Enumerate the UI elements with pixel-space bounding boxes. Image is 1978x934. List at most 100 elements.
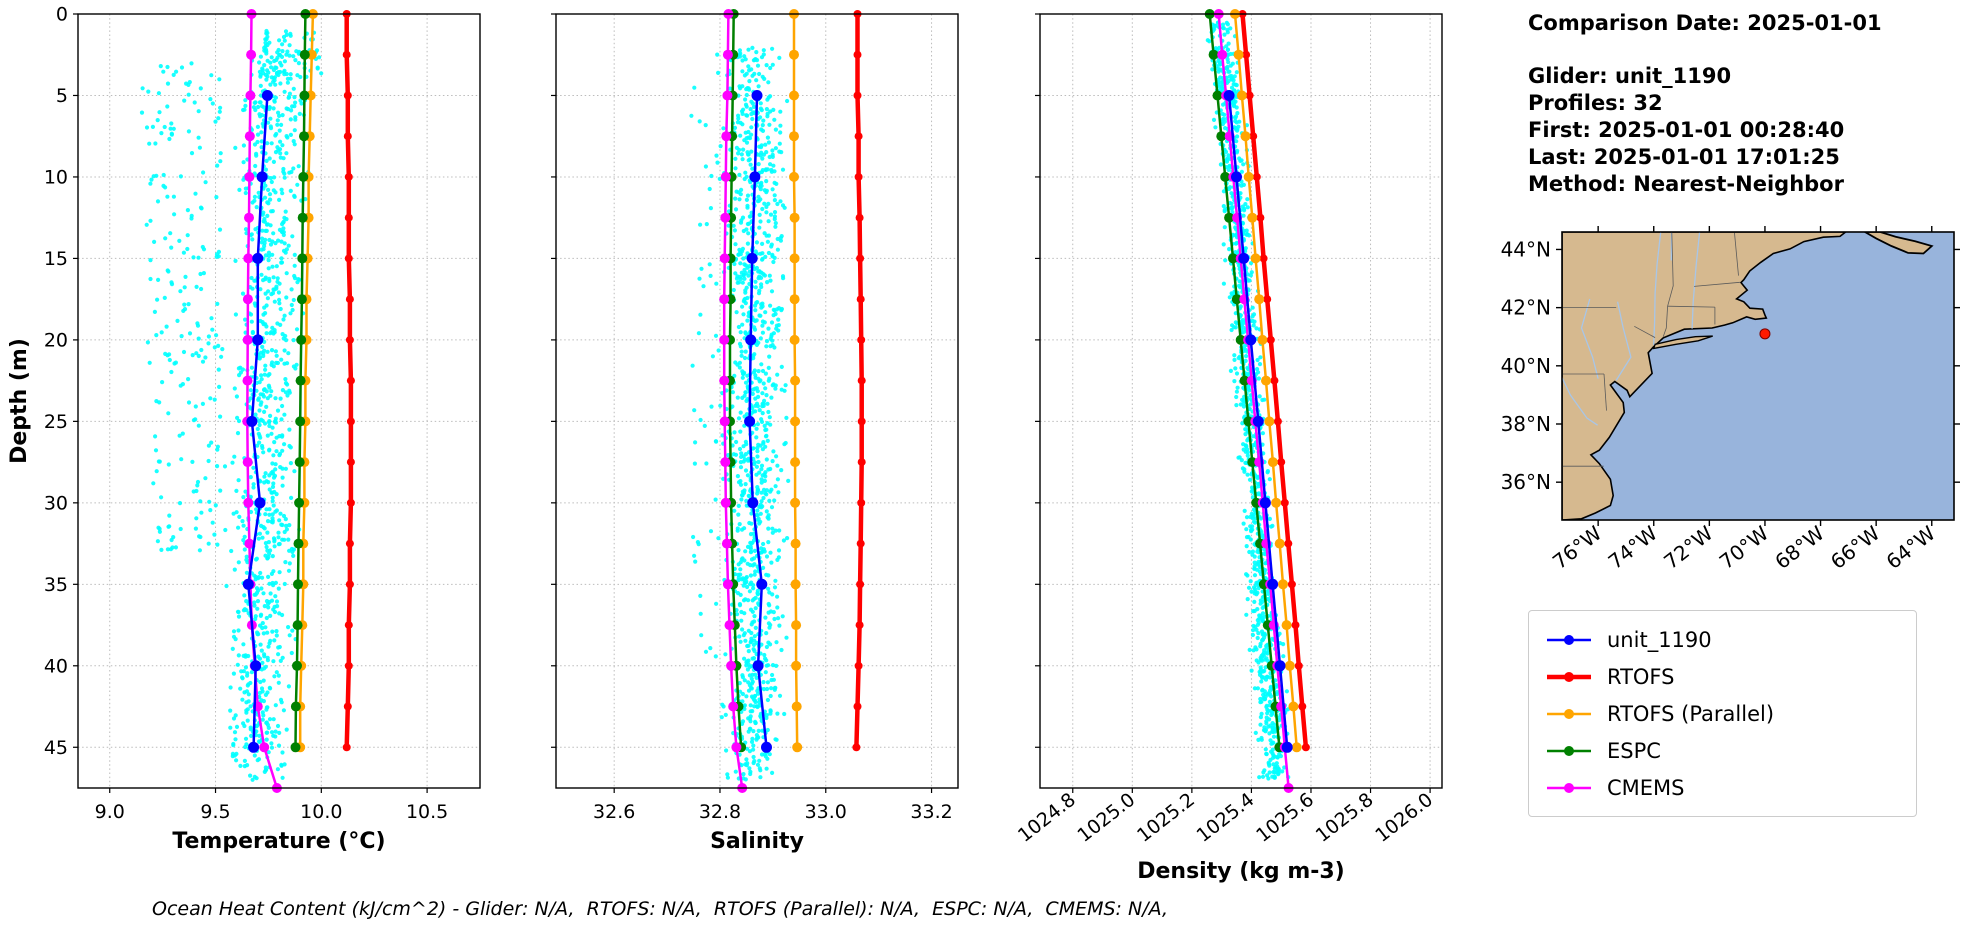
legend-line-sample xyxy=(1547,782,1591,793)
legend-label: unit_1190 xyxy=(1607,627,1712,652)
raw-salinity-scatter xyxy=(689,45,791,782)
legend: unit_1190 RTOFS RTOFS (Parallel) ESPC CMEMS xyxy=(1528,610,1917,817)
svg-text:30: 30 xyxy=(44,492,68,514)
rivers xyxy=(1562,232,1701,426)
coastline-nova-scotia xyxy=(1863,232,1934,255)
land xyxy=(1562,232,1934,520)
series-RTOFS (Parallel) xyxy=(789,9,803,753)
series-unit_1190 xyxy=(744,90,772,753)
svg-text:45: 45 xyxy=(44,737,68,759)
raw-temperature-scatter xyxy=(139,28,324,782)
svg-text:74°W: 74°W xyxy=(1604,521,1662,574)
density-panel: 1024.81025.01025.21025.41025.61025.81026… xyxy=(1014,9,1443,884)
svg-text:1025.0: 1025.0 xyxy=(1073,789,1139,847)
series-unit_1190 xyxy=(1223,90,1293,753)
svg-text:38°N: 38°N xyxy=(1501,412,1551,436)
svg-text:64°W: 64°W xyxy=(1882,521,1940,574)
svg-text:20: 20 xyxy=(44,329,68,351)
axes-frame xyxy=(1039,13,1443,789)
svg-text:1025.6: 1025.6 xyxy=(1252,789,1318,847)
series-RTOFS (Parallel) xyxy=(1230,9,1302,753)
legend-line-sample xyxy=(1547,745,1591,756)
svg-text:1025.8: 1025.8 xyxy=(1312,789,1378,847)
svg-text:10.5: 10.5 xyxy=(406,801,448,823)
legend-entry-espc: ESPC xyxy=(1545,732,1900,769)
series-RTOFS xyxy=(342,10,355,752)
svg-text:1026.0: 1026.0 xyxy=(1371,789,1437,847)
legend-line-sample xyxy=(1547,671,1591,682)
temperature-panel: 9.0 9.5 10.0 10.5 0 5 10 15 20 25 30 35 40 45 Temperat… xyxy=(7,4,481,854)
axes-frame xyxy=(77,13,481,789)
legend-label: RTOFS xyxy=(1607,664,1675,689)
salinity-xlabel: Salinity xyxy=(710,829,804,854)
coastline-mainland xyxy=(1562,232,1847,520)
glider-position-marker xyxy=(1759,328,1771,340)
tick-labels: 9.0 9.5 10.0 10.5 0 5 10 15 20 25 30 35 40 45 xyxy=(44,4,448,824)
temperature-xlabel: Temperature (°C) xyxy=(172,829,385,854)
coastline-long-island xyxy=(1652,335,1713,350)
map-frame xyxy=(1561,231,1955,521)
svg-text:72°W: 72°W xyxy=(1659,521,1717,574)
svg-text:5: 5 xyxy=(56,85,68,107)
axes-frame xyxy=(555,13,959,789)
profiles-count: Profiles: 32 xyxy=(1528,91,1663,115)
density-xlabel: Density (kg m-3) xyxy=(1137,859,1345,884)
series-CMEMS xyxy=(719,9,748,793)
legend-line-sample xyxy=(1547,634,1591,645)
method: Method: Nearest-Neighbor xyxy=(1528,172,1844,196)
state-borders xyxy=(1562,232,1740,467)
svg-text:44°N: 44°N xyxy=(1501,237,1551,261)
info-gap xyxy=(1528,37,1882,63)
svg-text:25: 25 xyxy=(44,411,68,433)
series-RTOFS xyxy=(852,10,866,752)
svg-text:42°N: 42°N xyxy=(1501,296,1551,320)
svg-text:36°N: 36°N xyxy=(1501,470,1551,494)
svg-text:40°N: 40°N xyxy=(1501,354,1551,378)
svg-text:32.6: 32.6 xyxy=(593,801,635,823)
svg-text:1025.4: 1025.4 xyxy=(1193,789,1259,847)
map-inset: 44°N 42°N 40°N 38°N 36°N 76°W74°W72°W70°W68°W… xyxy=(1501,226,1960,574)
svg-text:70°W: 70°W xyxy=(1715,521,1773,574)
svg-text:9.5: 9.5 xyxy=(200,801,230,823)
svg-text:9.0: 9.0 xyxy=(95,801,125,823)
svg-text:68°W: 68°W xyxy=(1770,521,1828,574)
svg-text:40: 40 xyxy=(44,655,68,677)
tick-labels: 32.6 32.8 33.0 33.2 xyxy=(593,801,953,823)
legend-entry-unit-1190: unit_1190 xyxy=(1545,621,1900,658)
svg-text:33.0: 33.0 xyxy=(805,801,847,823)
series-unit_1190 xyxy=(242,90,273,753)
glider-name: Glider: unit_1190 xyxy=(1528,64,1732,88)
svg-text:33.2: 33.2 xyxy=(910,801,952,823)
salinity-panel: 32.6 32.8 33.0 33.2 Salinity xyxy=(551,9,959,854)
legend-entry-cmems: CMEMS xyxy=(1545,769,1900,806)
svg-text:76°W: 76°W xyxy=(1548,521,1606,574)
legend-entry-rtofs: RTOFS xyxy=(1545,658,1900,695)
last-profile-time: Last: 2025-01-01 17:01:25 xyxy=(1528,145,1840,169)
first-profile-time: First: 2025-01-01 00:28:40 xyxy=(1528,118,1845,142)
legend-line-sample xyxy=(1547,708,1591,719)
ocean-heat-content-note: Ocean Heat Content (kJ/cm^2) - Glider: N… xyxy=(152,898,1168,920)
legend-entry-rtofs-parallel-: RTOFS (Parallel) xyxy=(1545,695,1900,732)
svg-text:1025.2: 1025.2 xyxy=(1133,789,1199,847)
series-ESPC xyxy=(290,9,311,753)
svg-text:10: 10 xyxy=(44,166,68,188)
svg-text:15: 15 xyxy=(44,248,68,270)
svg-text:32.8: 32.8 xyxy=(699,801,741,823)
series-RTOFS xyxy=(1238,10,1310,752)
svg-text:0: 0 xyxy=(56,4,68,26)
legend-label: CMEMS xyxy=(1607,775,1685,800)
grid xyxy=(78,13,480,788)
comparison-date: Comparison Date: 2025-01-01 xyxy=(1528,11,1882,35)
svg-text:10.0: 10.0 xyxy=(300,801,342,823)
tick-labels: 1024.81025.01025.21025.41025.61025.81026… xyxy=(1014,789,1437,847)
svg-text:66°W: 66°W xyxy=(1826,521,1884,574)
svg-text:1024.8: 1024.8 xyxy=(1014,789,1080,847)
depth-ylabel: Depth (m) xyxy=(7,338,32,464)
info-header: Comparison Date: 2025-01-01 Glider: unit… xyxy=(1528,10,1882,198)
legend-label: RTOFS (Parallel) xyxy=(1607,701,1775,726)
svg-text:35: 35 xyxy=(44,574,68,596)
legend-label: ESPC xyxy=(1607,738,1661,763)
series-ESPC xyxy=(1204,9,1285,753)
